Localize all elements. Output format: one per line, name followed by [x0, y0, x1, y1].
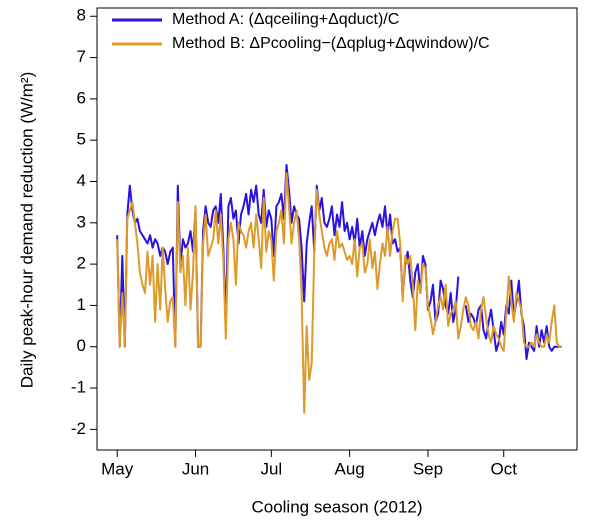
y-tick-label: 3 — [77, 212, 86, 231]
y-tick-label: 2 — [77, 254, 86, 273]
plot-frame — [96, 7, 578, 451]
legend-label: Method B: ΔPcooling−(Δqplug+Δqwindow)/C — [172, 35, 490, 52]
x-tick-label: Sep — [413, 459, 443, 478]
y-tick-label: 1 — [77, 295, 86, 314]
x-axis-label: Cooling season (2012) — [251, 497, 422, 516]
y-tick-label: 4 — [77, 171, 86, 190]
series-line — [116, 172, 562, 414]
x-tick-label: Aug — [335, 459, 365, 478]
y-tick-label: 8 — [77, 6, 86, 25]
y-tick-label: -1 — [71, 378, 86, 397]
y-axis-label: Daily peak-hour demand reduction (W/m²) — [17, 72, 36, 389]
y-tick-label: -2 — [71, 419, 86, 438]
x-tick-label: Jun — [182, 459, 209, 478]
y-tick-label: 7 — [77, 47, 86, 66]
y-tick-label: 0 — [77, 336, 86, 355]
y-tick-label: 5 — [77, 130, 86, 149]
y-tick-label: 6 — [77, 88, 86, 107]
x-tick-label: May — [101, 459, 134, 478]
legend-label: Method A: (Δqceiling+Δqduct)/C — [172, 11, 399, 28]
x-tick-label: Oct — [491, 459, 518, 478]
x-tick-label: Jul — [260, 459, 282, 478]
